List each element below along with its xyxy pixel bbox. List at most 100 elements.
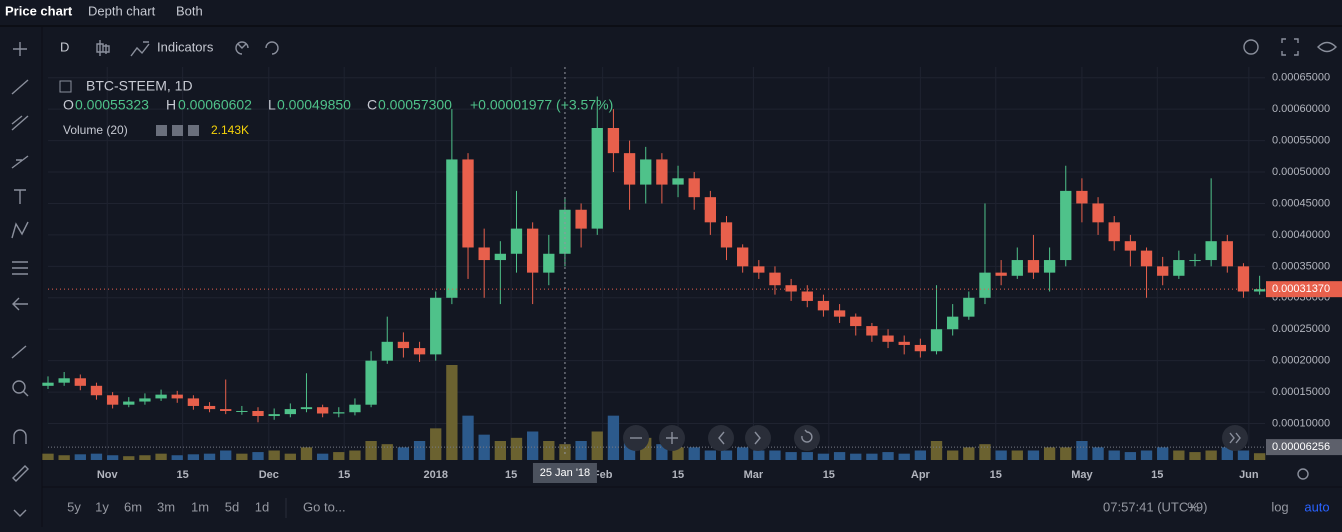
interval[interactable]: D	[60, 39, 69, 54]
volume-bar	[171, 455, 183, 460]
volume-bar	[446, 365, 458, 460]
candle-body	[672, 178, 684, 185]
crosshair-label: 25 Jan '18	[540, 467, 590, 479]
candle-body	[833, 310, 846, 317]
candle-body	[947, 316, 959, 330]
ohlc-value: 0.00055323	[75, 97, 149, 113]
volume-bar	[220, 450, 232, 460]
volume-bar	[430, 428, 442, 460]
volume-bar	[979, 444, 991, 460]
candle-body	[268, 414, 280, 417]
candle-body	[365, 360, 377, 405]
redo[interactable]	[265, 41, 279, 55]
volume-bar	[1092, 447, 1104, 460]
candle-body	[656, 159, 668, 185]
range-button[interactable]: 5y	[67, 499, 81, 514]
candle-body	[930, 329, 943, 352]
range-button[interactable]: 1m	[191, 499, 209, 514]
candle-body	[979, 272, 991, 298]
ohlc-label: C	[367, 97, 377, 113]
volume-bar	[801, 452, 813, 460]
volume-bar	[526, 431, 539, 460]
candle-body	[187, 398, 200, 406]
candle-body	[785, 285, 797, 292]
range-button[interactable]: 6m	[124, 499, 142, 514]
candle-body	[430, 297, 442, 355]
candle-body	[704, 197, 717, 223]
volume-btn[interactable]	[156, 125, 167, 136]
tab[interactable]: Depth chart	[88, 3, 156, 18]
candle-body	[413, 348, 426, 355]
candle-body	[914, 344, 927, 352]
scale-option[interactable]: log	[1271, 499, 1288, 514]
chart-type-icon[interactable]	[96, 40, 110, 56]
candle-body	[737, 247, 749, 267]
visibility[interactable]	[1317, 41, 1337, 53]
change: +0.00001977 (+3.57%)	[470, 97, 613, 113]
volume-bar	[74, 454, 86, 460]
range-button[interactable]: 1d	[255, 499, 269, 514]
candle-body	[236, 410, 248, 412]
volume-bar	[688, 447, 700, 460]
candle-body	[90, 385, 103, 396]
volume-value: 2.143K	[211, 123, 249, 137]
candle-body	[1011, 260, 1023, 276]
tab[interactable]: Price chart	[5, 3, 73, 18]
ohlc-label: O	[63, 97, 74, 113]
candle-body	[882, 335, 894, 342]
y-tick-label: 0.00055000	[1272, 134, 1330, 146]
candle-body	[106, 395, 119, 405]
candle-body	[720, 222, 733, 248]
candle-body	[139, 398, 151, 402]
candle-body	[1140, 250, 1153, 267]
range-button[interactable]: 3m	[157, 499, 175, 514]
y-tick-label: 0.00020000	[1272, 355, 1330, 367]
candle-body	[769, 272, 781, 286]
ohlc-label: L	[268, 97, 276, 113]
volume-bar	[397, 447, 410, 460]
volume-bar	[672, 447, 684, 460]
ohlc-label: H	[166, 97, 176, 113]
volume-bar	[543, 441, 555, 460]
tab[interactable]: Both	[176, 3, 203, 18]
volume-bar	[284, 453, 296, 460]
undo[interactable]	[235, 41, 249, 55]
scale-option[interactable]: auto	[1304, 499, 1329, 514]
candle-body	[526, 228, 539, 273]
volume-btn[interactable]	[188, 125, 199, 136]
last-price-tag	[1266, 281, 1342, 298]
volume-bar	[833, 452, 846, 460]
volume-bar	[785, 452, 797, 460]
volume-bar	[1124, 452, 1137, 460]
candle-body	[688, 178, 700, 198]
volume-bar	[850, 453, 862, 460]
collapse-icon[interactable]	[59, 80, 72, 93]
volume-bar	[413, 441, 426, 460]
candle-body	[1060, 190, 1072, 261]
volume-bar	[720, 450, 733, 460]
volume-bar	[333, 452, 345, 460]
y-tick-label: 0.00065000	[1272, 72, 1330, 84]
indicators-button[interactable]: Indicators	[157, 39, 214, 54]
settings[interactable]	[1243, 39, 1259, 55]
drawing-tools[interactable]	[11, 42, 29, 517]
candle-body	[866, 326, 878, 336]
volume-bar	[963, 447, 975, 460]
indicators-icon[interactable]	[130, 41, 150, 57]
volume-bar	[640, 437, 652, 460]
fullscreen[interactable]	[1281, 38, 1299, 56]
range-button[interactable]: 1y	[95, 499, 109, 514]
range-button[interactable]: 5d	[225, 499, 239, 514]
candle-body	[381, 341, 393, 361]
goto-button[interactable]: Go to...	[303, 499, 346, 514]
navigation[interactable]	[623, 425, 1248, 451]
candle-body	[607, 127, 620, 154]
volume-btn[interactable]	[172, 125, 183, 136]
scale-option[interactable]: %	[1187, 499, 1199, 514]
candle-body	[349, 404, 361, 413]
axis-settings[interactable]	[1297, 468, 1309, 480]
volume-bar	[1011, 450, 1023, 460]
candle-body	[623, 153, 636, 185]
volume-bar	[866, 453, 878, 460]
volume-bar	[494, 441, 506, 460]
